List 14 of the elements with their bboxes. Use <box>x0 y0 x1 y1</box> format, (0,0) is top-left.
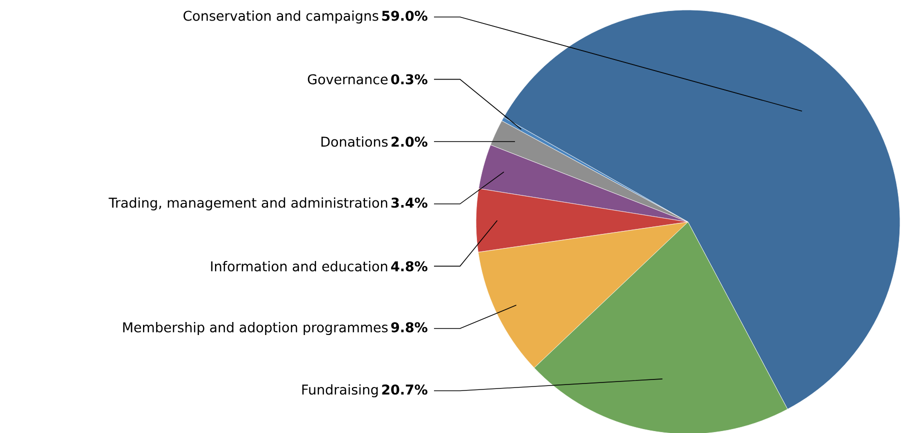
slice-label: Conservation and campaigns <box>184 10 378 24</box>
data-label: 9.8% <box>391 322 428 332</box>
slice-label: Information and education <box>211 260 388 272</box>
slice-label: Governance <box>308 74 388 84</box>
slice-label: Trading, management and administration <box>108 197 388 210</box>
slice-label: Fundraising <box>302 384 378 398</box>
data-label: 59.0% <box>382 10 428 21</box>
slice-label: Membership and adoption programmes <box>123 322 388 335</box>
data-label: 4.8% <box>391 261 428 272</box>
slice-label: Donations <box>321 136 388 147</box>
data-label: 20.7% <box>382 384 428 395</box>
data-label: 3.4% <box>391 198 428 208</box>
data-label: 0.3% <box>391 74 428 84</box>
data-label: 2.0% <box>392 136 428 147</box>
